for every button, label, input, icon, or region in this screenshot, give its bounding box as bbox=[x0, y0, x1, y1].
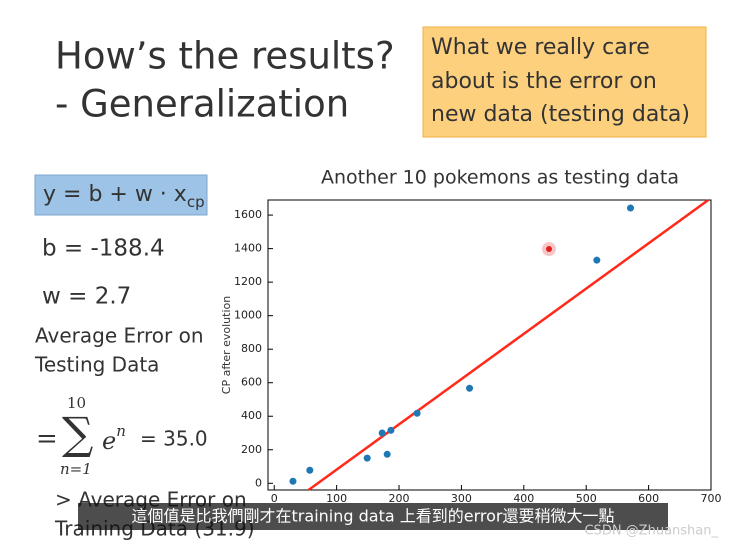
y-tick-label: 400 bbox=[241, 409, 262, 422]
avg-text: Average Error on bbox=[35, 324, 204, 348]
note-text: What we really care bbox=[431, 35, 650, 60]
note-box bbox=[422, 26, 707, 138]
watermark: CSDN @Zhuanshan_ bbox=[584, 524, 718, 539]
plot-frame bbox=[267, 199, 712, 491]
cursor-dot bbox=[546, 246, 552, 252]
title: How’s the results? bbox=[55, 35, 395, 78]
point bbox=[627, 204, 635, 212]
x-tick-label: 600 bbox=[638, 492, 659, 505]
point bbox=[383, 450, 391, 458]
y-tick-label: 0 bbox=[255, 476, 262, 489]
x-tick-label: 300 bbox=[451, 492, 472, 505]
sum-top: 10 bbox=[67, 394, 86, 412]
b-value: b = -188.4 bbox=[42, 236, 165, 262]
title: - Generalization bbox=[55, 83, 349, 126]
sum-symbol: ∑ bbox=[62, 409, 93, 460]
x-tick-label: 200 bbox=[389, 492, 410, 505]
y-tick-label: 1400 bbox=[234, 242, 262, 255]
point bbox=[466, 384, 474, 392]
point bbox=[289, 477, 297, 485]
x-tick-label: 0 bbox=[271, 492, 278, 505]
point bbox=[413, 409, 421, 417]
sum-term: en bbox=[102, 422, 126, 455]
avg-text: Testing Data bbox=[34, 353, 159, 377]
y-tick-label: 1000 bbox=[234, 309, 262, 322]
formula-box bbox=[34, 174, 208, 216]
sum-eq: = bbox=[36, 424, 58, 454]
y-tick-label: 800 bbox=[241, 342, 262, 355]
point bbox=[306, 466, 314, 474]
chart-title: Another 10 pokemons as testing data bbox=[321, 167, 679, 189]
point bbox=[387, 426, 395, 434]
formula-sub: cp bbox=[187, 193, 205, 211]
point bbox=[378, 429, 386, 437]
regression-line bbox=[307, 198, 710, 492]
sum-term-exp: n bbox=[116, 422, 126, 440]
note-text: about is the error on bbox=[431, 69, 657, 94]
x-tick-label: 500 bbox=[576, 492, 597, 505]
point bbox=[363, 454, 371, 462]
formula-main: y = b + w · x bbox=[43, 182, 187, 207]
y-tick-label: 200 bbox=[241, 443, 262, 456]
caption-bar bbox=[78, 503, 668, 530]
note-text: new data (testing data) bbox=[431, 102, 690, 127]
y-tick-label: 1200 bbox=[234, 275, 262, 288]
x-tick-label: 700 bbox=[701, 492, 722, 505]
w-value: w = 2.7 bbox=[42, 284, 131, 310]
formula: y = b + w · xcp bbox=[43, 182, 205, 211]
sum-term-base: e bbox=[102, 427, 116, 455]
y-tick-label: 600 bbox=[241, 376, 262, 389]
point bbox=[593, 256, 601, 264]
caption: 這個值是比我們剛才在training data 上看到的error還要稍微大一點 bbox=[132, 507, 615, 526]
y-axis-label: CP after evolution bbox=[220, 296, 233, 394]
x-tick-label: 400 bbox=[513, 492, 534, 505]
x-tick-label: 100 bbox=[326, 492, 347, 505]
y-tick-label: 1600 bbox=[234, 208, 262, 221]
sum-bottom: n=1 bbox=[60, 460, 92, 478]
sum-result: = 35.0 bbox=[140, 427, 208, 451]
